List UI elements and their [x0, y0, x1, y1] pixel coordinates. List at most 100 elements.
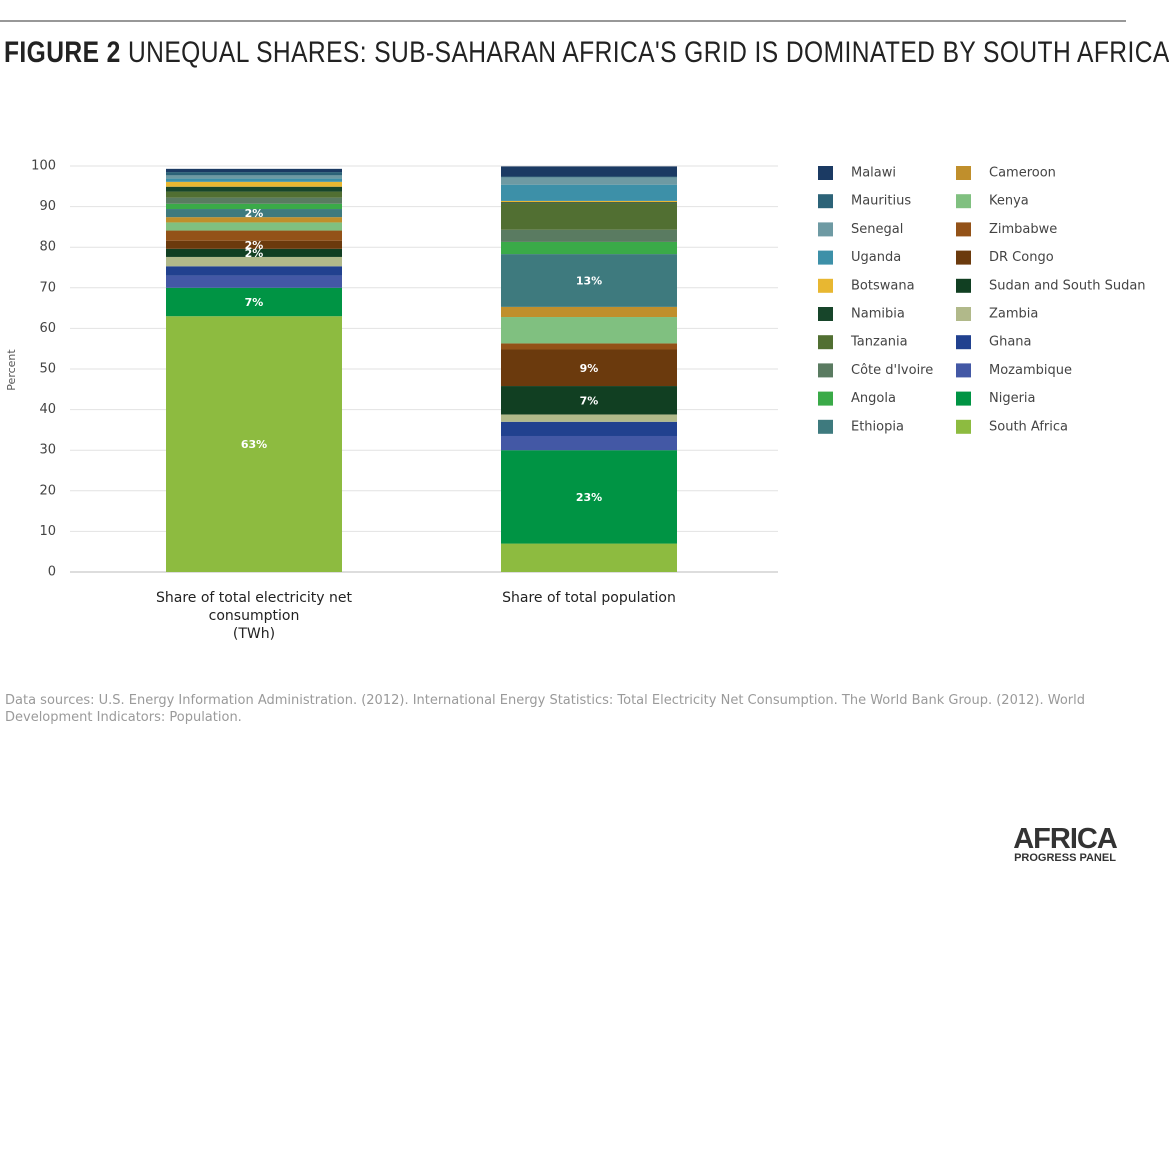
bar-segment	[501, 229, 677, 242]
legend-swatch	[956, 278, 971, 293]
y-tick-label: 10	[39, 524, 56, 539]
legend-swatch	[818, 278, 833, 293]
bar-segment	[166, 240, 342, 249]
legend-swatch	[818, 363, 833, 378]
legend-label: Senegal	[851, 222, 903, 237]
bar-segment	[166, 203, 342, 210]
bar-segment	[166, 168, 342, 173]
legend-label: Ethiopia	[851, 419, 904, 434]
y-tick-label: 70	[39, 280, 56, 295]
data-label: 2%	[245, 239, 264, 252]
y-tick-label: 60	[39, 321, 56, 336]
bar-segment	[501, 386, 677, 415]
legend-swatch	[956, 222, 971, 237]
chart-title: FIGURE 2 UNEQUAL SHARES: SUB-SAHARAN AFR…	[4, 36, 1169, 70]
bar-segment	[501, 414, 677, 422]
bar-segment	[166, 175, 342, 179]
legend-label: Malawi	[851, 166, 896, 181]
legend-swatch	[956, 363, 971, 378]
bar-segment	[501, 177, 677, 185]
bar-segment	[501, 343, 677, 350]
x-tick-label: Share of total electricity net consumpti…	[156, 590, 352, 642]
legend-swatch	[818, 250, 833, 265]
bar-segment	[501, 241, 677, 255]
legend-swatch	[818, 166, 833, 180]
title-text: UNEQUAL SHARES: SUB-SAHARAN AFRICA'S GRI…	[127, 36, 1169, 69]
bar-segment	[501, 184, 677, 201]
x-tick-label: Share of total population	[502, 590, 676, 606]
bar-segment	[501, 202, 677, 204]
bar-segment	[501, 254, 677, 307]
legend-swatch	[818, 419, 833, 434]
source-note: Data sources: U.S. Energy Information Ad…	[5, 693, 1085, 725]
legend-label: Sudan and South Sudan	[989, 278, 1146, 293]
bar-segment	[166, 209, 342, 218]
legend-swatch	[956, 419, 971, 434]
legend-label: Nigeria	[989, 391, 1036, 406]
figure-label: FIGURE 2	[4, 36, 121, 69]
bar-segment	[166, 172, 342, 176]
bar-segment	[501, 176, 677, 178]
bar-segment	[501, 543, 677, 572]
bar-segment	[166, 256, 342, 267]
data-label: 7%	[580, 394, 599, 407]
bar-segment	[166, 217, 342, 223]
legend-swatch	[818, 194, 833, 209]
legend-swatch	[818, 335, 833, 350]
legend-label: Namibia	[851, 307, 905, 322]
y-tick-label: 0	[48, 565, 56, 580]
y-tick-label: 80	[39, 240, 56, 255]
data-label: 2%	[245, 207, 264, 220]
legend-label: Zimbabwe	[989, 222, 1057, 237]
bar-segment	[166, 181, 342, 187]
legend-label: Côte d'Ivoire	[851, 363, 933, 378]
bar-segment	[166, 275, 342, 288]
legend-swatch	[818, 222, 833, 237]
legend-swatch	[956, 335, 971, 350]
legend-label: Mozambique	[989, 363, 1072, 378]
legend-label: Kenya	[989, 194, 1029, 209]
bar-segment	[501, 200, 677, 203]
bar-segment	[501, 349, 677, 387]
bar-segment	[166, 191, 342, 198]
logo-name: AFRICA	[1013, 823, 1118, 855]
legend-label: Botswana	[851, 278, 915, 293]
bar-segment	[166, 230, 342, 241]
legend-swatch	[818, 391, 833, 406]
legend-label: DR Congo	[989, 250, 1054, 265]
bar-segment	[166, 248, 342, 257]
legend-swatch	[956, 166, 971, 180]
legend-swatch	[956, 250, 971, 265]
bar-segment	[501, 435, 677, 451]
bar-segment	[501, 450, 677, 544]
y-tick-label: 90	[39, 199, 56, 214]
y-tick-label: 50	[39, 362, 56, 377]
legend-label: South Africa	[989, 419, 1068, 434]
logo-subtitle: PROGRESS PANEL	[1014, 852, 1116, 864]
bar-segment	[501, 203, 677, 230]
data-label: 63%	[241, 438, 267, 451]
legend-label: Cameroon	[989, 166, 1056, 181]
y-tick-label: 20	[39, 483, 56, 498]
y-tick-label: 30	[39, 443, 56, 458]
data-label: 2%	[245, 247, 264, 260]
bar-segment	[501, 317, 677, 344]
bar-segment	[166, 287, 342, 317]
bar-segment	[501, 166, 677, 177]
data-label: 23%	[576, 491, 602, 504]
legend-swatch	[956, 194, 971, 209]
legend-label: Zambia	[989, 307, 1038, 322]
legend-label: Tanzania	[850, 335, 908, 350]
legend-label: Angola	[851, 391, 896, 406]
legend-label: Ghana	[989, 335, 1032, 350]
legend-label: Uganda	[851, 250, 901, 265]
bar-segment	[166, 178, 342, 182]
bar-segment	[166, 316, 342, 572]
y-tick-label: 40	[39, 402, 56, 417]
bar-segment	[501, 306, 677, 318]
data-label: 7%	[245, 296, 264, 309]
bar-segment	[166, 197, 342, 204]
data-label: 13%	[576, 274, 602, 287]
